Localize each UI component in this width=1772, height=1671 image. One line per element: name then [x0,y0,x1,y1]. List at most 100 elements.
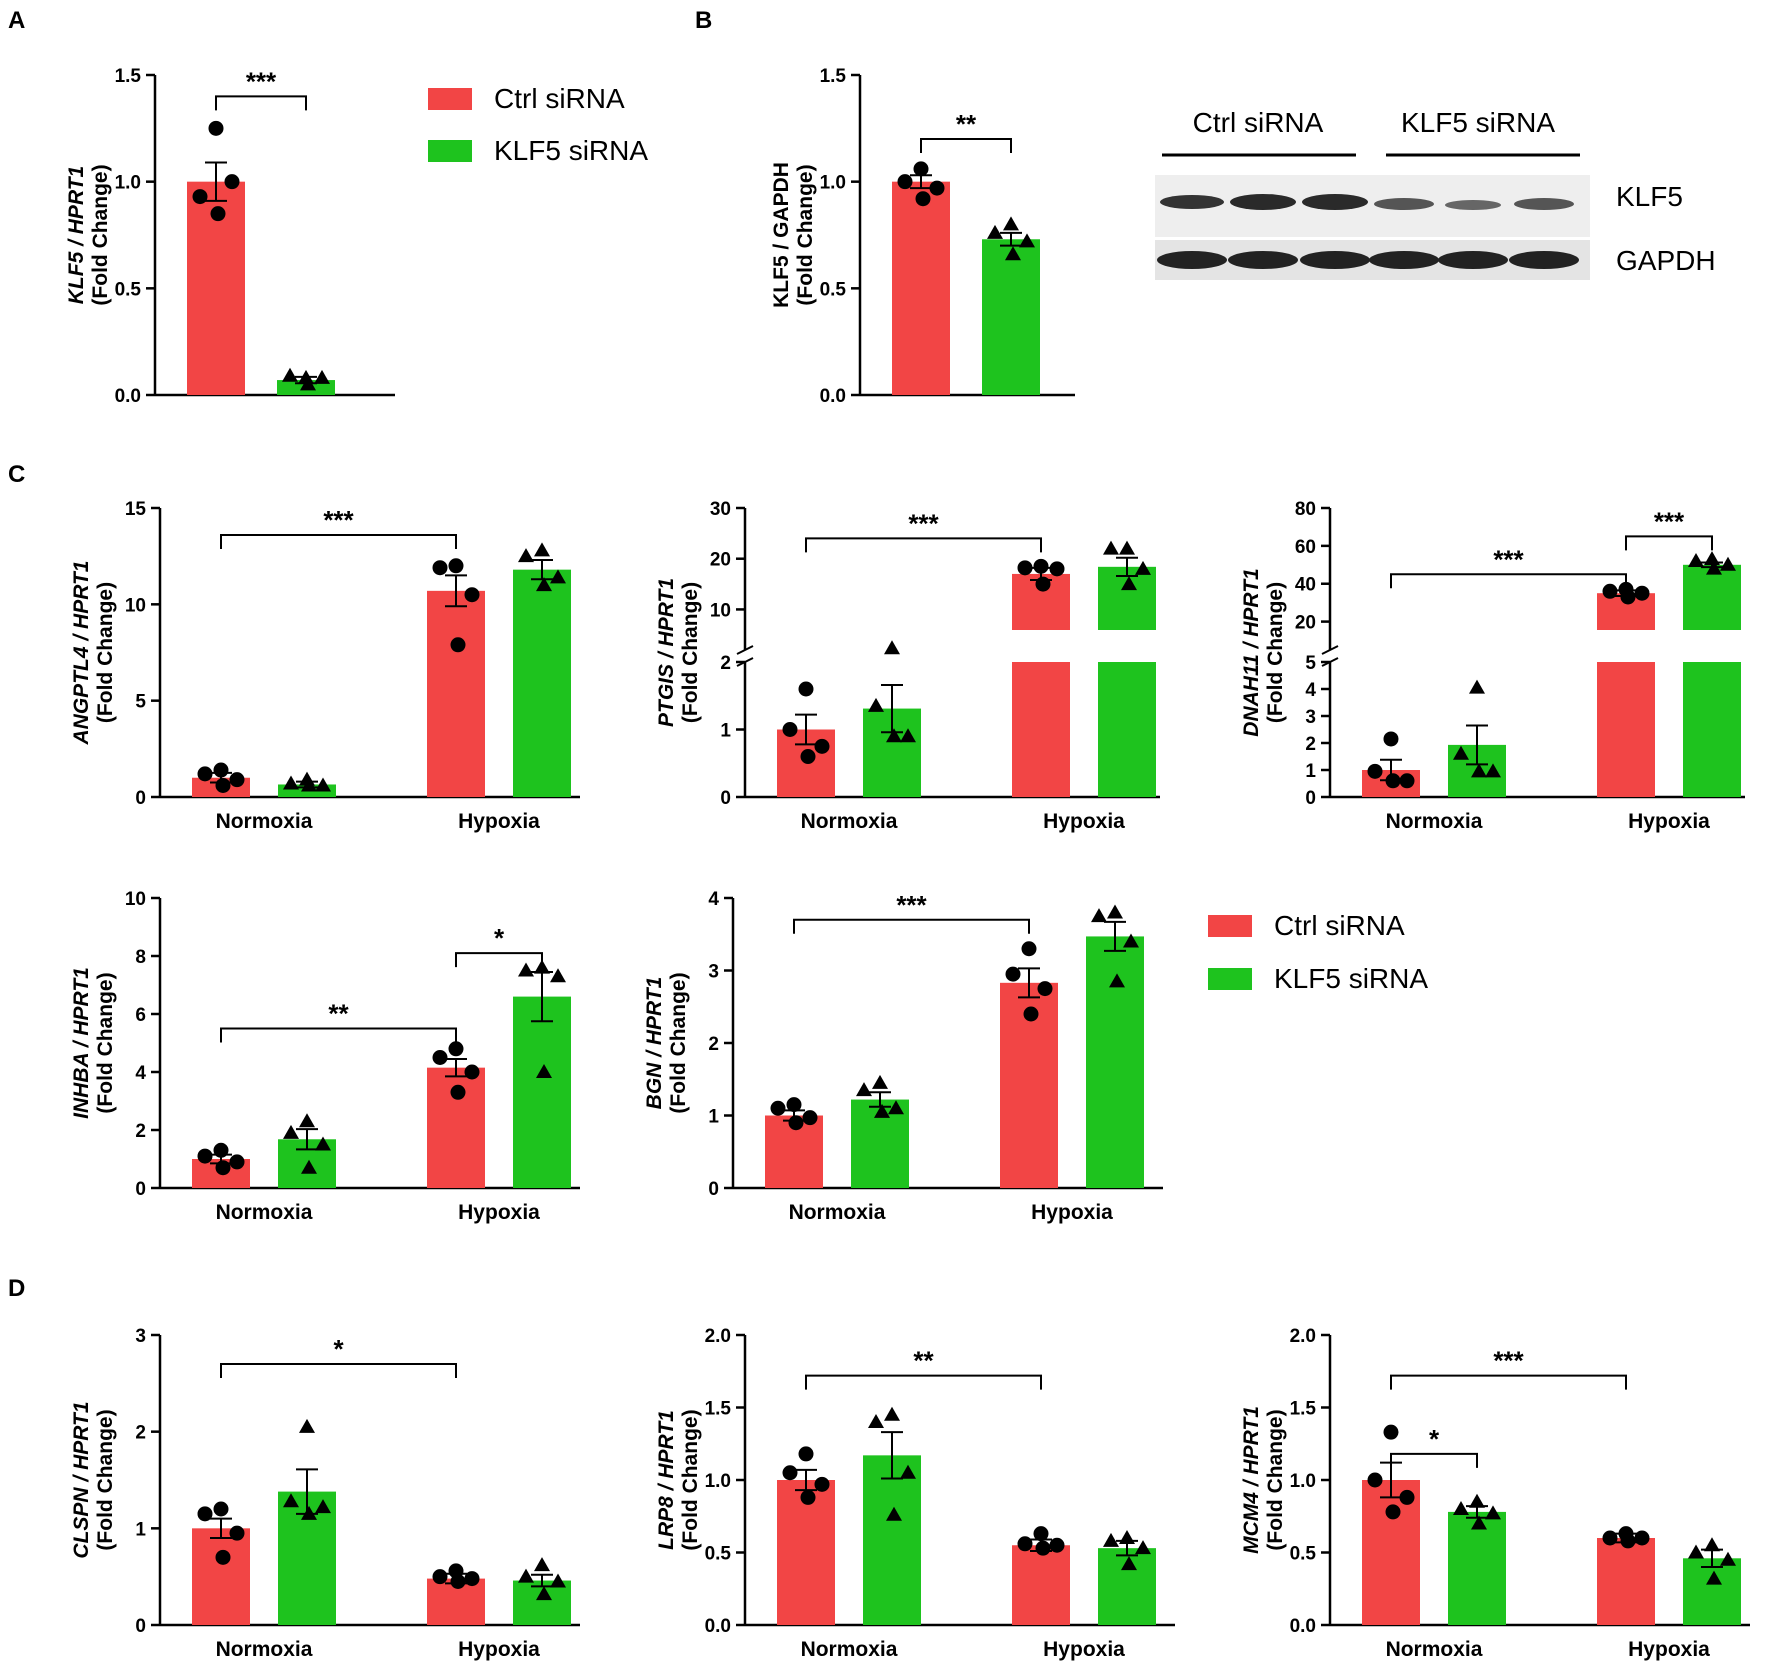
data-point-circle [1035,1540,1051,1556]
data-point-circle [802,1110,818,1126]
category-label: Normoxia [801,1638,898,1661]
significance-bracket [215,95,307,111]
y-tick-label: 1.0 [705,1471,731,1492]
data-point-circle [782,722,798,737]
data-point-circle [464,1064,480,1080]
category-label: Hypoxia [1043,810,1125,833]
legend-top-ctrl-swatch [428,88,472,110]
y-tick-label: 2.0 [1290,1326,1316,1347]
y-axis-label-sub: (Fold Change) [679,582,702,723]
data-point-triangle [536,577,552,592]
data-point-triangle [1704,1537,1720,1552]
category-label: Hypoxia [1628,810,1710,833]
y-axis-label-sub: (Fold Change) [679,1409,702,1550]
bar-ctrl [427,590,485,797]
significance-bracket [920,138,1012,153]
chart-lrp8: 0.0 0.5 1.0 1.5 2.0 LRP8 / HPRT1 (Fold Change)… [655,1326,1175,1661]
category-label: Hypoxia [458,810,540,833]
bar-klf5 [982,239,1040,395]
y-tick-label: 1.5 [820,66,847,87]
data-point-circle [1399,1489,1415,1505]
y-tick-label: 2 [708,1034,719,1055]
significance-label: * [494,923,505,953]
data-point-triangle [1471,1515,1487,1530]
y-tick-label: 1.0 [1290,1471,1316,1492]
y-axis-label-sub: (Fold Change) [89,164,112,305]
y-tick-label: 0.5 [115,279,142,300]
y-tick-label: 6 [135,1005,146,1026]
y-tick-label: 8 [135,947,146,968]
data-point-triangle [536,1586,552,1601]
category-label: Normoxia [216,1638,313,1661]
blot-klf5-band [1445,200,1501,210]
significance-bracket [1625,535,1713,551]
data-point-triangle [518,1568,534,1583]
blot-gapdh-band [1157,251,1227,269]
y-tick-label: 1.5 [115,66,142,87]
data-point-circle [814,1476,830,1492]
y-tick-label: 0.5 [705,1544,732,1565]
data-point-triangle [1003,216,1019,231]
western-band-gapdh: GAPDH [1616,245,1716,276]
significance-label: ** [956,109,977,139]
data-point-triangle [868,697,884,712]
bar-klf5 [1086,936,1144,1188]
legend-top: Ctrl siRNA KLF5 siRNA [428,83,648,166]
data-point-triangle [315,1499,331,1514]
data-point-circle [197,1148,213,1164]
data-point-circle [1383,1424,1399,1440]
y-tick-label: 4 [1305,680,1316,701]
bar-klf5 [513,569,571,797]
data-point-triangle [283,1493,299,1508]
data-point-triangle [900,1464,916,1479]
panel-letter-d: D [8,1275,25,1302]
data-point-triangle [301,1505,317,1520]
data-point-circle [450,637,466,653]
bar-klf5 [1683,1558,1741,1625]
y-tick-label: 2.0 [705,1326,731,1347]
data-point-triangle [1706,560,1722,575]
data-point-triangle [886,1506,902,1521]
y-tick-label: 1.0 [820,173,846,194]
bar-klf5 [1098,662,1156,797]
data-point-triangle [299,1113,315,1128]
y-tick-label: 20 [1295,613,1316,634]
blot-klf5-band [1160,195,1224,209]
data-point-circle [788,1115,804,1131]
data-point-triangle [282,367,298,382]
significance-label: ** [913,1346,934,1376]
bar-klf5 [863,1455,921,1625]
data-point-triangle [872,1074,888,1089]
data-point-circle [1602,1530,1618,1546]
y-tick-label: 10 [125,595,146,616]
data-point-circle [432,1569,448,1585]
data-point-triangle [1121,1556,1137,1571]
y-axis-label: MCM4 / HPRT1 [1240,1406,1263,1554]
data-point-triangle [1019,233,1035,248]
data-point-triangle [900,728,916,743]
data-point-triangle [1135,1540,1151,1555]
data-point-circle [800,1489,816,1505]
y-tick-label: 0 [135,1179,146,1200]
bar-klf5 [513,1580,571,1625]
y-axis-label-sub: (Fold Change) [667,972,690,1113]
data-point-circle [1021,941,1037,957]
data-point-triangle [1469,679,1485,694]
y-tick-label: 1 [708,1107,719,1128]
blot-klf5-band [1374,198,1434,210]
y-tick-label: 60 [1295,537,1316,558]
data-point-triangle [534,1557,550,1572]
western-group-ctrl: Ctrl siRNA [1193,107,1324,138]
y-tick-label: 3 [708,962,719,983]
data-point-triangle [536,1064,552,1078]
data-point-circle [1017,1536,1033,1552]
data-point-circle [913,161,929,177]
y-tick-label: 1.5 [705,1399,732,1420]
bar-ctrl [1597,662,1655,797]
y-tick-label: 20 [710,550,731,571]
legend-top-klf5-swatch [428,140,472,162]
data-point-triangle [1123,933,1139,948]
data-point-circle [215,777,231,793]
data-point-circle [1367,1472,1383,1488]
blot-klf5-band [1514,198,1574,210]
